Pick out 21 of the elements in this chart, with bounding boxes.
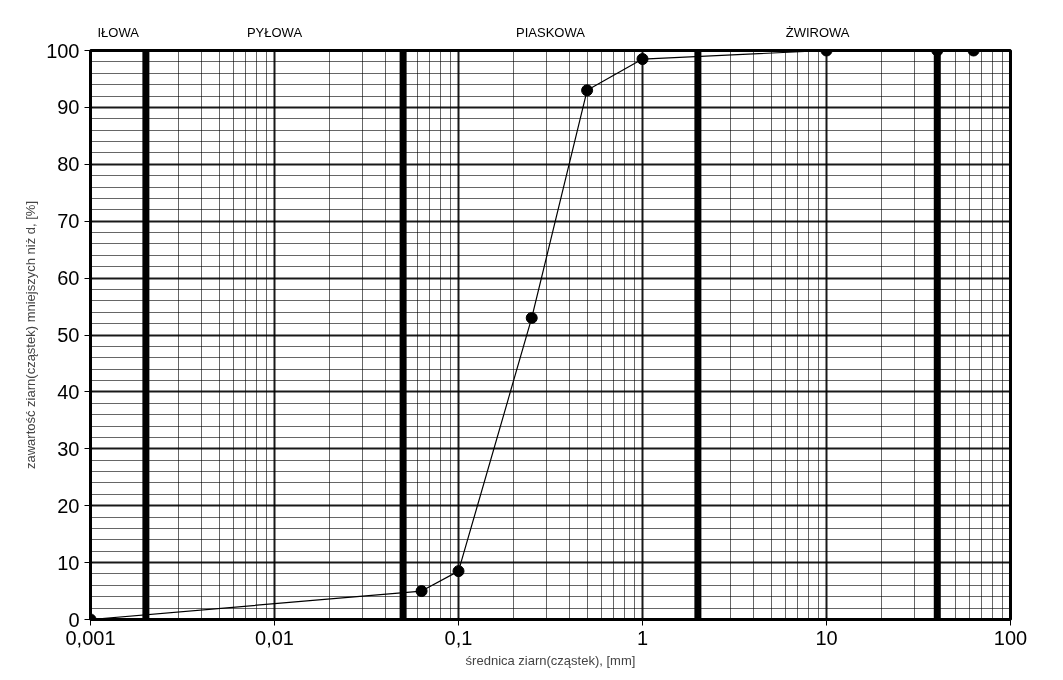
text: ŻWIROWA — [785, 24, 850, 40]
text: PIASKOWA — [516, 24, 586, 40]
x-axis-title: średnica ziarn(cząstek), [mm] — [465, 652, 636, 668]
text: PYŁOWA — [246, 24, 303, 40]
y-tick-label: 90 — [57, 96, 80, 119]
x-tick-label: 10 — [815, 626, 838, 649]
text: IŁOWA — [97, 24, 140, 40]
x-tick-label: 0,01 — [255, 626, 294, 649]
y-tick-label: 40 — [57, 380, 80, 403]
x-tick-label: 100 — [993, 626, 1028, 649]
y-tick-label: 80 — [57, 153, 80, 176]
y-tick-label: 100 — [46, 39, 80, 62]
y-tick-label: 60 — [57, 267, 80, 290]
y-tick-label: 30 — [57, 437, 80, 460]
x-tick-label: 0,1 — [444, 626, 473, 649]
y-tick-label: 50 — [57, 324, 80, 346]
x-tick-label: 1 — [636, 626, 649, 649]
y-tick-label: 70 — [57, 210, 80, 233]
y-tick-label: 10 — [57, 551, 80, 574]
y-tick-label: 20 — [57, 494, 80, 517]
y-axis-title: zawartość ziarn(cząstek) mniejszych niż d, [%] — [23, 200, 39, 470]
